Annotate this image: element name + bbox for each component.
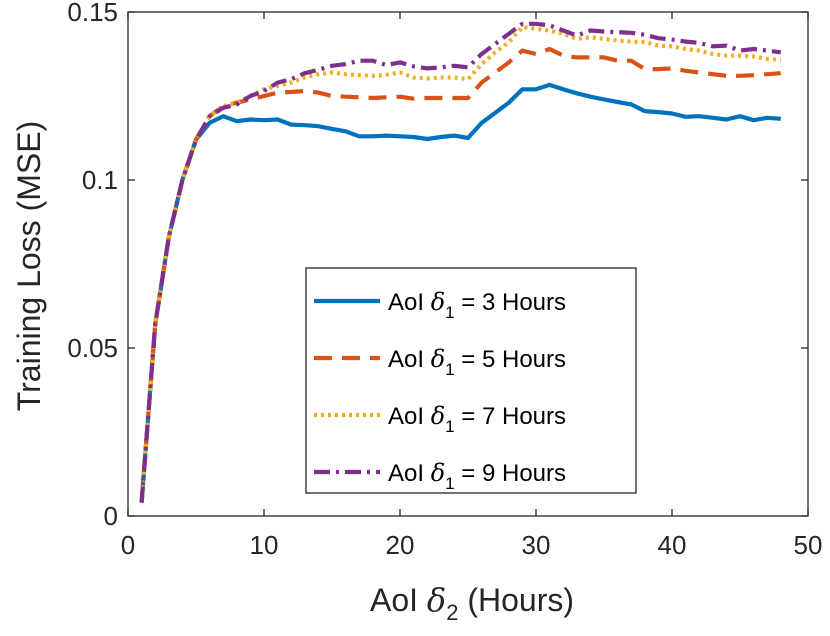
plot-area-frame	[127, 11, 809, 517]
legend-label: AoI δ1 = 7 Hours	[388, 402, 566, 436]
x-axis-label: AoI δ2 (Hours)	[370, 581, 574, 625]
legend-entry-1: AoI δ1 = 3 Hours	[314, 288, 566, 322]
legend-label: AoI δ1 = 3 Hours	[388, 288, 566, 322]
x-axis-label-symbol: δ	[427, 581, 446, 619]
y-tick-label: 0.15	[67, 0, 118, 27]
x-tick-label: 20	[386, 530, 415, 560]
x-tick-label: 50	[794, 530, 823, 560]
x-tick-label: 10	[250, 530, 279, 560]
x-axis-label-subscript: 2	[446, 600, 458, 625]
y-tick-label: 0	[104, 501, 118, 531]
x-tick-label: 30	[522, 530, 551, 560]
y-tick-label: 0.05	[67, 333, 118, 363]
y-axis-label: Training Loss (MSE)	[11, 121, 47, 411]
legend: AoI δ1 = 3 Hours AoI δ1 = 5 Hours AoI δ1 =…	[305, 267, 637, 494]
x-axis-label-suffix: (Hours)	[458, 582, 574, 618]
legend-label: AoI δ1 = 9 Hours	[388, 459, 566, 493]
series-layer	[139, 21, 782, 503]
axis-ticks: 0 10 20 30 40 50 0 0.05 0.1 0.15	[67, 0, 822, 560]
series-line-1	[139, 82, 781, 503]
legend-label: AoI δ1 = 5 Hours	[388, 345, 566, 379]
x-tick-label: 40	[658, 530, 687, 560]
legend-entry-4: AoI δ1 = 9 Hours	[314, 459, 566, 493]
legend-entry-2: AoI δ1 = 5 Hours	[314, 345, 566, 379]
x-axis-label-prefix: AoI	[370, 582, 427, 618]
series-line-4	[139, 21, 782, 503]
legend-box	[305, 267, 637, 494]
series-line-2	[139, 46, 781, 503]
x-tick-label: 0	[121, 530, 135, 560]
y-tick-label: 0.1	[82, 165, 118, 195]
legend-entry-3: AoI δ1 = 7 Hours	[314, 402, 566, 436]
